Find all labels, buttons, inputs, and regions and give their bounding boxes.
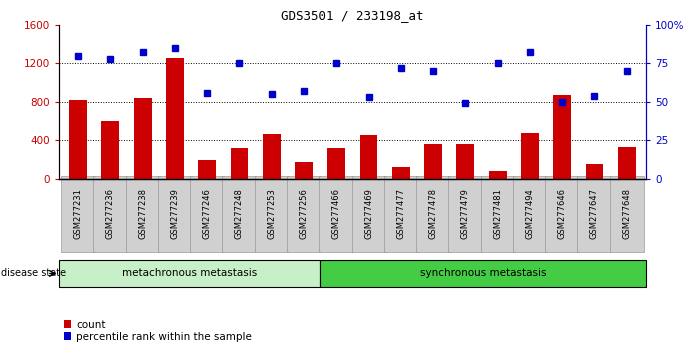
Bar [263, 135, 281, 179]
Bar [328, 148, 345, 179]
Bar [585, 164, 603, 179]
Bar [457, 144, 474, 179]
Bar [231, 148, 248, 179]
Bar [166, 57, 184, 179]
Bar [320, 260, 646, 287]
Text: disease state: disease state [1, 268, 66, 279]
Legend: count, percentile rank within the sample: count, percentile rank within the sample [64, 320, 252, 342]
Bar [521, 132, 539, 179]
Bar [198, 160, 216, 179]
Bar [618, 147, 636, 179]
Title: GDS3501 / 233198_at: GDS3501 / 233198_at [281, 9, 424, 22]
Bar [59, 260, 320, 287]
Bar [553, 95, 571, 179]
Bar [69, 100, 87, 179]
Bar [134, 98, 151, 179]
Bar [102, 121, 120, 179]
Text: synchronous metastasis: synchronous metastasis [419, 268, 546, 279]
Bar [489, 171, 507, 179]
Bar [360, 136, 377, 179]
Bar [424, 144, 442, 179]
Bar [295, 162, 313, 179]
Bar [392, 167, 410, 179]
Text: metachronous metastasis: metachronous metastasis [122, 268, 257, 279]
